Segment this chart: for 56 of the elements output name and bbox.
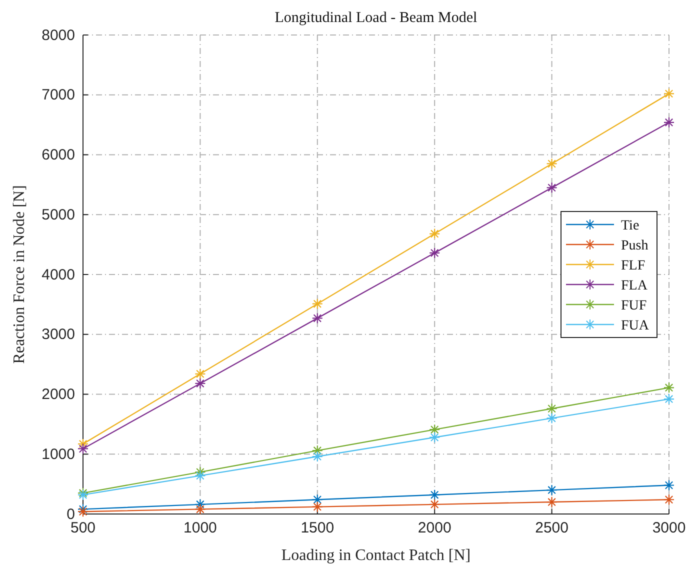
y-tick-label: 7000 (42, 86, 75, 104)
point (663, 480, 675, 491)
point (312, 501, 323, 512)
point (546, 158, 558, 170)
x-tick-label: 3000 (652, 520, 686, 537)
point (77, 506, 89, 518)
legend-label: FLF (621, 258, 646, 274)
point (312, 298, 323, 310)
point (663, 494, 675, 506)
point (194, 466, 206, 478)
y-tick-label: 5000 (42, 206, 75, 224)
point (546, 403, 558, 414)
y-tick-label: 8000 (42, 26, 75, 44)
y-tick-label: 2000 (42, 386, 75, 404)
point (194, 504, 206, 515)
point (663, 116, 675, 128)
point (312, 450, 323, 462)
point (194, 470, 206, 482)
legend-label: FUA (621, 318, 650, 334)
point (429, 228, 440, 240)
point (77, 438, 89, 450)
point (77, 443, 89, 454)
legend-label: FLA (621, 278, 648, 294)
point (546, 412, 558, 424)
point (312, 494, 323, 506)
point (194, 378, 206, 390)
x-axis-title: Loading in Contact Patch [N] (281, 547, 471, 564)
y-axis-title: Reaction Force in Node [N] (11, 185, 28, 364)
point (312, 444, 323, 456)
point (546, 484, 558, 496)
legend-label: Tie (621, 218, 640, 234)
x-tick-label: 2000 (418, 520, 452, 537)
point (429, 498, 440, 510)
point (429, 247, 440, 258)
y-tick-label: 1000 (42, 446, 75, 463)
point (429, 489, 440, 500)
x-tick-label: 1000 (184, 520, 217, 537)
point (663, 382, 675, 394)
y-tick-label: 6000 (42, 146, 75, 164)
point (663, 393, 675, 405)
x-tick-label: 1500 (300, 520, 334, 537)
y-tick-label: 4000 (42, 266, 75, 284)
chart-title: Longitudinal Load - Beam Model (274, 10, 478, 26)
point (663, 88, 675, 100)
point (312, 312, 323, 324)
legend-label: FUF (621, 298, 647, 314)
legend-label: Push (621, 238, 648, 254)
point (194, 368, 206, 380)
point (429, 432, 440, 443)
point (546, 496, 558, 508)
point (429, 424, 440, 436)
point (194, 498, 206, 510)
point (546, 182, 558, 194)
y-tick-label: 3000 (42, 326, 75, 344)
x-tick-label: 2500 (535, 520, 568, 537)
point (77, 504, 89, 515)
